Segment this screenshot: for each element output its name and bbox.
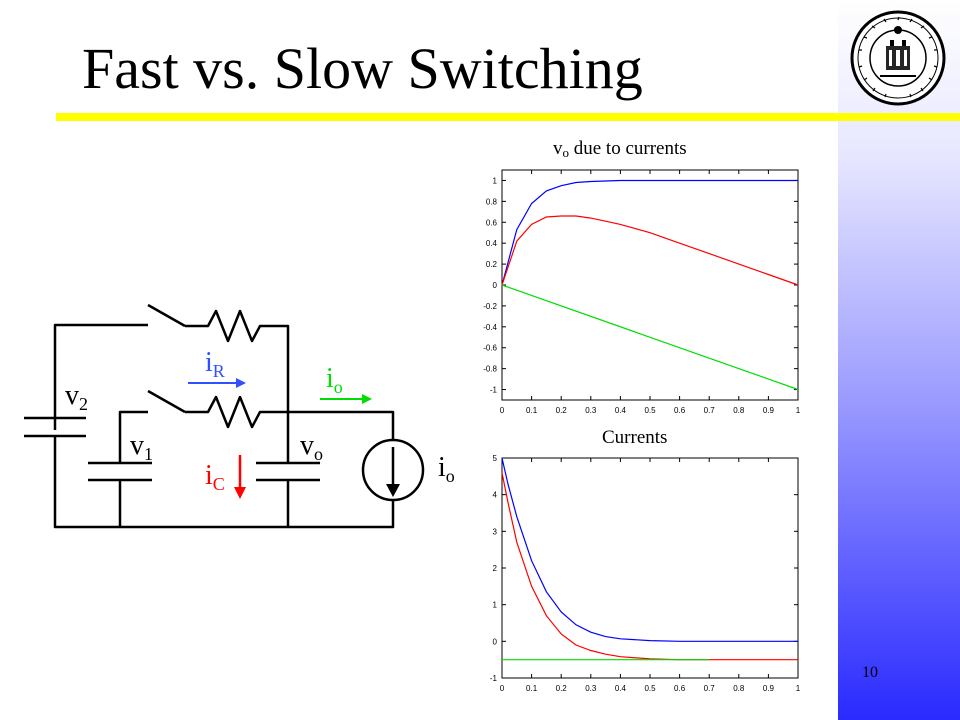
plot2-ytick-label: 4 [493, 491, 498, 500]
plot2-ytick-label: 2 [493, 564, 498, 573]
plot2-xtick-label: 0 [500, 684, 505, 693]
plot1-title: vo due to currents [553, 138, 687, 160]
plot1-xtick-label: 1 [796, 406, 801, 415]
plot2-xtick-label: 1 [796, 684, 801, 693]
title-underline-bar [56, 113, 960, 121]
io-arrowhead [362, 394, 372, 404]
plot1-xtick-label: 0.4 [615, 406, 627, 415]
plot2-xtick-label: 0.9 [763, 684, 775, 693]
plot2-xtick-label: 0.1 [526, 684, 538, 693]
plot1-xtick-label: 0.3 [585, 406, 597, 415]
plot2-ytick-label: -1 [490, 674, 498, 683]
plot1-xtick-label: 0.6 [674, 406, 686, 415]
plot1-series-line-2 [501, 284, 799, 391]
plot-vo-due-to-currents: 0 0.1 0.2 0.3 0.4 0.5 0.6 0.7 0.8 0.9 1 -1 -0.8 -0.6 -… [483, 169, 801, 415]
plot1-ytick-label: -0.8 [483, 365, 497, 374]
plot2-ytick-label: 5 [493, 454, 498, 463]
plot1-xtick-label: 0.5 [644, 406, 656, 415]
plot1-series-line-1 [501, 215, 799, 286]
current-source-circle [361, 438, 425, 502]
plot2-xtick-label: 0.7 [704, 684, 716, 693]
plot1-ytick-label: -0.4 [483, 323, 497, 332]
label-iR: iR [205, 347, 225, 381]
plot2-axes-box [501, 457, 799, 679]
plot1-ytick-label: 0.4 [486, 239, 498, 248]
plot1-ytick-label: 0.8 [486, 197, 498, 206]
top-switch [147, 303, 186, 328]
plot1-ytick-label: 0 [493, 281, 498, 290]
side-gradient-band [838, 0, 960, 720]
plot2-xtick-label: 0.8 [733, 684, 745, 693]
plot2-xtick-label: 0.6 [674, 684, 686, 693]
wire-outer-bottom [53, 436, 395, 529]
plot2-ytick-label: 3 [493, 527, 498, 536]
plot1-xtick-label: 0.2 [556, 406, 568, 415]
label-vo: vo [300, 430, 323, 464]
slide-title: Fast vs. Slow Switching [82, 36, 643, 101]
plot2-series-line-0 [501, 457, 798, 642]
plot1-axes-box [501, 169, 799, 401]
top-resistor [185, 309, 290, 462]
label-io-arrow: io [326, 363, 343, 397]
plot2-ytick-label: 1 [493, 601, 498, 610]
plot2-xtick-label: 0.5 [644, 684, 656, 693]
university-seal-icon [850, 10, 946, 106]
plot2-xtick-label: 0.2 [556, 684, 568, 693]
plot2-xtick-label: 0.3 [585, 684, 597, 693]
current-source-arrowhead [386, 484, 400, 497]
label-v1: v1 [130, 430, 153, 464]
wire-v1-top [118, 410, 148, 462]
plot2-title: Currents [602, 427, 668, 448]
plot1-xtick-label: 0.8 [733, 406, 745, 415]
plot1-ytick-label: -0.2 [483, 302, 497, 311]
plot1-series-line-0 [501, 179, 798, 286]
iR-arrowhead [236, 378, 246, 388]
plot2-xtick-label: 0.4 [615, 684, 627, 693]
circuit-diagram: v2 v1 vo iR iC io io [24, 303, 455, 529]
label-io-source: io [438, 452, 455, 486]
wire-outer-left [53, 323, 148, 430]
plot1-ytick-label: 0.6 [486, 218, 498, 227]
plot1-xtick-label: 0.1 [526, 406, 538, 415]
plot1-xtick-label: 0.9 [763, 406, 775, 415]
page-number: 10 [862, 664, 878, 681]
plot1-ytick-label: 1 [493, 176, 498, 185]
plot1-ytick-label: -1 [490, 386, 498, 395]
iC-arrowhead [234, 487, 246, 499]
plot2-ytick-label: 0 [493, 637, 498, 646]
label-v2: v2 [65, 380, 88, 414]
wire-to-source [288, 410, 395, 440]
plot1-xtick-label: 0.7 [704, 406, 716, 415]
lower-resistor [185, 395, 288, 429]
lower-switch [147, 389, 186, 414]
plot1-ytick-label: -0.6 [483, 344, 497, 353]
plot1-ytick-label: 0.2 [486, 260, 498, 269]
plot1-xtick-label: 0 [500, 406, 505, 415]
label-iC: iC [205, 460, 225, 494]
